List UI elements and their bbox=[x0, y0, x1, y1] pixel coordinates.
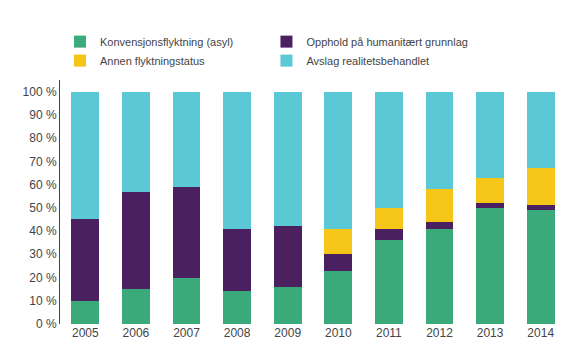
svg-text:50 %: 50 % bbox=[29, 201, 57, 215]
svg-text:60 %: 60 % bbox=[29, 178, 57, 192]
svg-text:2005: 2005 bbox=[72, 326, 99, 340]
svg-text:20 %: 20 % bbox=[29, 271, 57, 285]
svg-text:2011: 2011 bbox=[376, 326, 402, 340]
svg-text:40 %: 40 % bbox=[29, 224, 57, 238]
svg-text:2007: 2007 bbox=[173, 326, 200, 340]
svg-text:10 %: 10 % bbox=[29, 294, 57, 308]
svg-text:30 %: 30 % bbox=[29, 247, 57, 261]
svg-text:80 %: 80 % bbox=[29, 131, 57, 145]
svg-text:2013: 2013 bbox=[477, 326, 504, 340]
svg-text:90 %: 90 % bbox=[29, 108, 57, 122]
svg-text:Opphold på humanitært grunnlag: Opphold på humanitært grunnlag bbox=[306, 36, 467, 48]
svg-text:Annen flyktningstatus: Annen flyktningstatus bbox=[100, 55, 205, 67]
svg-text:2008: 2008 bbox=[224, 326, 251, 340]
svg-text:2006: 2006 bbox=[123, 326, 150, 340]
svg-text:0 %: 0 % bbox=[36, 317, 57, 331]
svg-text:Konvensjonsflyktning (asyl): Konvensjonsflyktning (asyl) bbox=[100, 36, 233, 48]
svg-text:2010: 2010 bbox=[325, 326, 352, 340]
svg-text:Avslag realitetsbehandlet: Avslag realitetsbehandlet bbox=[306, 55, 429, 67]
svg-text:2014: 2014 bbox=[527, 326, 554, 340]
svg-text:2009: 2009 bbox=[274, 326, 301, 340]
svg-text:100 %: 100 % bbox=[23, 85, 57, 99]
svg-text:70 %: 70 % bbox=[29, 155, 57, 169]
svg-text:2012: 2012 bbox=[426, 326, 453, 340]
